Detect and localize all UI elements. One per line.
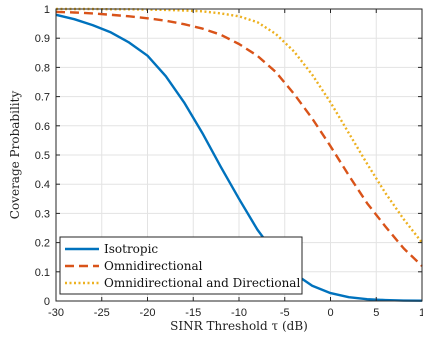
grid-lines bbox=[56, 9, 422, 301]
axis-ticks: -30 -25 -20 -15 -10 -5 0 5 100.10.20.30.40.50.60… bbox=[35, 4, 423, 319]
x-tick-label: -5 bbox=[280, 307, 290, 319]
y-tick-label: 0.4 bbox=[35, 179, 50, 191]
y-tick-label: 0.9 bbox=[35, 33, 50, 45]
legend-label: Isotropic bbox=[104, 242, 158, 256]
series-line-1 bbox=[55, 13, 423, 302]
y-tick-label: 0.3 bbox=[35, 208, 50, 220]
y-tick-label: 0.5 bbox=[35, 150, 50, 162]
y-axis-label: Coverage Probability bbox=[8, 91, 22, 220]
series-layer bbox=[55, 7, 423, 302]
y-tick-label: 0 bbox=[44, 296, 50, 308]
x-tick-label: 0 bbox=[327, 307, 333, 319]
legend-box bbox=[59, 236, 303, 295]
legend: Isotropic Omnidirectional Omnidirectional … bbox=[59, 236, 303, 295]
legend-label: Omnidirectional bbox=[104, 259, 203, 273]
y-tick-label: 1 bbox=[44, 4, 50, 16]
x-tick-label: 5 bbox=[373, 307, 379, 319]
x-tick-label: 1 bbox=[419, 307, 423, 319]
x-tick-label: -10 bbox=[231, 307, 247, 319]
y-tick-label: 0.6 bbox=[35, 121, 50, 133]
series-line-2 bbox=[55, 10, 423, 267]
y-tick-label: 0.7 bbox=[35, 92, 50, 104]
x-axis-label: SINR Threshold τ (dB) bbox=[170, 319, 308, 333]
x-tick-label: -25 bbox=[94, 307, 110, 319]
x-tick-label: -20 bbox=[140, 307, 156, 319]
y-tick-label: 0.1 bbox=[35, 267, 50, 279]
x-tick-label: -15 bbox=[185, 307, 201, 319]
y-tick-label: 0.2 bbox=[35, 238, 50, 250]
y-tick-label: 0.8 bbox=[35, 62, 50, 74]
x-tick-label: -30 bbox=[48, 307, 64, 319]
legend-label: Omnidirectional and Directional bbox=[104, 276, 300, 290]
